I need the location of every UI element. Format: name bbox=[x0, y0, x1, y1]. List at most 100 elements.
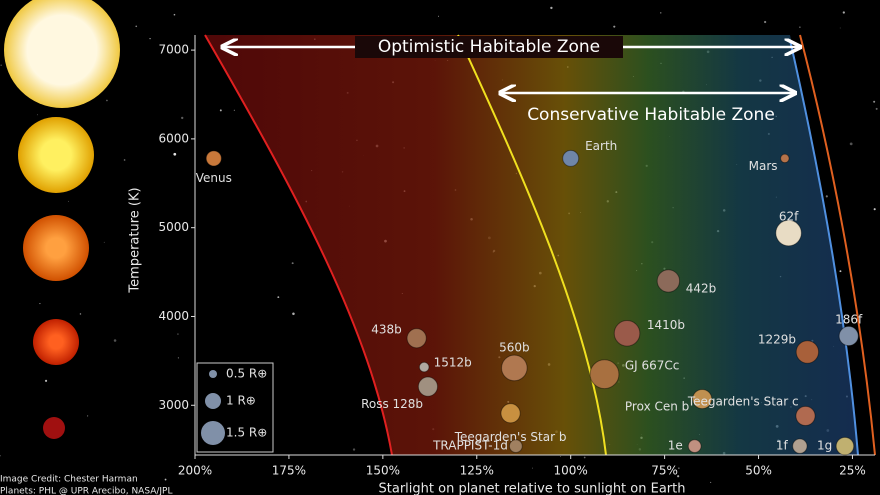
star-icon bbox=[23, 215, 89, 281]
x-tick-label: 75% bbox=[651, 464, 678, 478]
boundary-red bbox=[204, 34, 393, 456]
background-star bbox=[103, 241, 105, 243]
planet bbox=[795, 340, 820, 364]
y-axis-label: Temperature (K) bbox=[128, 187, 143, 293]
background-star bbox=[352, 448, 356, 451]
background-star bbox=[710, 481, 712, 483]
star-icon bbox=[4, 0, 120, 108]
background-star bbox=[149, 38, 151, 40]
legend-size-marker bbox=[201, 421, 225, 445]
credit: Planets: PHL @ UPR Arecibo, NASA/JPL bbox=[0, 487, 173, 495]
planet bbox=[500, 403, 521, 424]
background-star bbox=[164, 478, 167, 481]
x-tick-label: 25% bbox=[839, 464, 866, 478]
planet bbox=[656, 269, 681, 293]
planet-label: 560b bbox=[499, 340, 530, 354]
background-star bbox=[67, 200, 69, 202]
planet bbox=[792, 438, 808, 454]
background-star bbox=[173, 13, 176, 16]
star-icon bbox=[43, 417, 65, 439]
background-star bbox=[86, 415, 89, 417]
background-star bbox=[0, 455, 1, 457]
credit: Image Credit: Chester Harman bbox=[0, 475, 138, 485]
background-star bbox=[219, 109, 222, 112]
planet bbox=[418, 361, 430, 373]
planet bbox=[406, 328, 427, 349]
background-star bbox=[678, 467, 680, 469]
planet bbox=[417, 376, 439, 397]
planet bbox=[838, 325, 859, 347]
background-star bbox=[799, 26, 801, 28]
background-star bbox=[825, 195, 828, 198]
zone-label: Conservative Habitable Zone bbox=[527, 105, 775, 125]
planet bbox=[775, 219, 802, 247]
background-star bbox=[613, 25, 616, 28]
background-star bbox=[44, 379, 48, 382]
background-star bbox=[437, 15, 439, 17]
background-star bbox=[839, 27, 841, 29]
background-star bbox=[677, 475, 680, 478]
background-star bbox=[531, 467, 533, 469]
planet-label: GJ 667Cc bbox=[625, 359, 680, 373]
y-tick-label: 6000 bbox=[158, 131, 189, 145]
planet bbox=[687, 439, 702, 454]
x-tick-label: 50% bbox=[745, 464, 772, 478]
planet-label: Teegarden's Star b bbox=[454, 430, 567, 444]
background-star bbox=[0, 64, 2, 66]
y-tick-label: 7000 bbox=[158, 43, 189, 57]
background-star bbox=[123, 159, 126, 161]
x-tick-label: 125% bbox=[460, 464, 494, 478]
star-icon bbox=[18, 117, 94, 193]
x-tick-label: 200% bbox=[178, 464, 212, 478]
background-star bbox=[291, 262, 294, 265]
planet bbox=[835, 436, 855, 456]
legend-label: 0.5 R⊕ bbox=[226, 367, 267, 381]
planet-label: Ross 128b bbox=[361, 397, 423, 411]
planet bbox=[562, 149, 580, 167]
planet-label: 1229b bbox=[758, 332, 796, 346]
planet-label: Mars bbox=[749, 159, 778, 173]
boundary-orange bbox=[799, 34, 876, 456]
planet bbox=[501, 354, 528, 382]
planet-label: 1410b bbox=[647, 318, 685, 332]
boundary-yellow bbox=[457, 34, 607, 456]
star-icon bbox=[33, 319, 79, 365]
background-star bbox=[113, 339, 117, 342]
planet bbox=[205, 150, 222, 167]
planet-label: 1512b bbox=[434, 356, 472, 370]
background-star bbox=[39, 303, 41, 305]
x-tick-label: 150% bbox=[366, 464, 400, 478]
y-tick-label: 3000 bbox=[158, 398, 189, 412]
planet-label: 438b bbox=[371, 323, 402, 337]
background-star bbox=[550, 6, 553, 10]
background-star bbox=[173, 152, 177, 156]
y-tick-label: 4000 bbox=[158, 309, 189, 323]
background-star bbox=[873, 100, 876, 103]
planet-label: 1g bbox=[817, 439, 832, 453]
background-star bbox=[660, 12, 662, 14]
legend-size-marker bbox=[205, 393, 221, 409]
background-star bbox=[36, 114, 38, 116]
background-star bbox=[135, 25, 138, 28]
background-star bbox=[583, 456, 586, 459]
planet bbox=[780, 153, 790, 164]
background-star bbox=[233, 109, 235, 111]
planet-label: Earth bbox=[585, 139, 617, 153]
planet bbox=[795, 405, 816, 427]
boundary-blue bbox=[789, 39, 859, 456]
background-star bbox=[875, 107, 878, 110]
planet bbox=[508, 439, 523, 454]
background-star bbox=[842, 11, 845, 14]
planet-label: Prox Cen b bbox=[625, 400, 689, 414]
background-star bbox=[277, 296, 280, 299]
background-star bbox=[177, 357, 180, 359]
zone-label-bg bbox=[355, 36, 623, 58]
legend-label: 1.5 R⊕ bbox=[226, 426, 267, 440]
planet-label: 62f bbox=[779, 210, 799, 224]
planet-label: TRAPPIST-1d bbox=[432, 439, 508, 453]
planet-label: 1e bbox=[668, 439, 683, 453]
y-tick-label: 5000 bbox=[158, 220, 189, 234]
legend-label: 1 R⊕ bbox=[226, 394, 256, 408]
planet bbox=[692, 388, 713, 410]
